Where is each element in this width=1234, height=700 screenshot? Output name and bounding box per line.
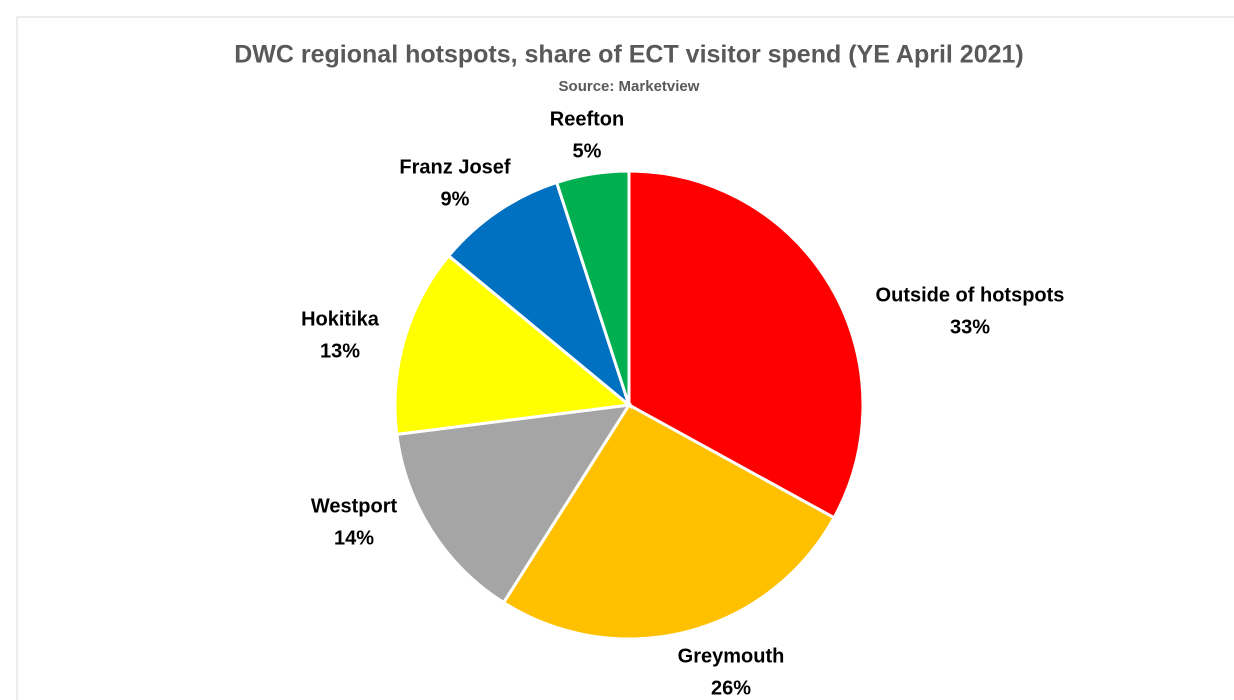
pie-slice xyxy=(446,180,633,410)
pie-slice xyxy=(395,403,632,605)
slice-name-label: Reefton xyxy=(550,108,624,130)
pie-slice xyxy=(627,169,865,520)
pie-slice xyxy=(501,403,837,641)
chart-subtitle: Source: Marketview xyxy=(559,78,700,95)
slice-value-label: 9% xyxy=(441,188,470,210)
slice-name-label: Outside of hotspots xyxy=(876,284,1065,306)
slice-value-label: 26% xyxy=(711,677,751,699)
slice-name-label: Greymouth xyxy=(678,645,785,667)
slice-name-label: Hokitika xyxy=(301,308,380,330)
slice-value-label: 14% xyxy=(334,527,374,549)
slice-value-label: 13% xyxy=(320,340,360,362)
slice-value-label: 5% xyxy=(573,140,602,162)
pie-slice xyxy=(393,253,633,437)
slice-name-label: Franz Josef xyxy=(399,156,510,178)
pie-slice xyxy=(554,169,631,406)
slice-name-label: Westport xyxy=(311,495,398,517)
slice-value-label: 33% xyxy=(950,316,990,338)
chart-title: DWC regional hotspots, share of ECT visi… xyxy=(234,41,1023,69)
